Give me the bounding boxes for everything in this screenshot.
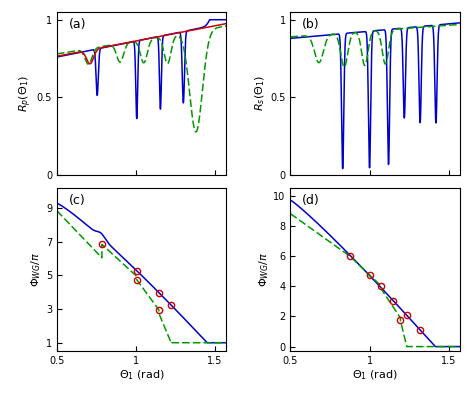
Text: (a): (a) [69, 18, 86, 31]
Y-axis label: $R_s(\Theta_1)$: $R_s(\Theta_1)$ [254, 75, 267, 111]
Y-axis label: $R_p(\Theta_1)$: $R_p(\Theta_1)$ [18, 75, 34, 112]
Y-axis label: $\Phi_{WG}/\pi$: $\Phi_{WG}/\pi$ [29, 252, 43, 287]
Text: (d): (d) [302, 194, 320, 207]
Text: (c): (c) [69, 194, 85, 207]
X-axis label: $\Theta_1$ (rad): $\Theta_1$ (rad) [352, 369, 398, 382]
Text: (b): (b) [302, 18, 320, 31]
Y-axis label: $\Phi_{WG}/\pi$: $\Phi_{WG}/\pi$ [257, 252, 271, 287]
X-axis label: $\Theta_1$ (rad): $\Theta_1$ (rad) [118, 369, 164, 382]
